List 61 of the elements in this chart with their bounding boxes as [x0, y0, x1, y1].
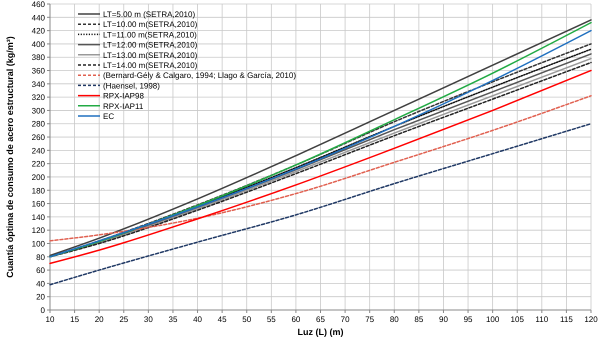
y-tick-label: 80	[36, 252, 46, 262]
y-tick-label: 260	[32, 133, 46, 142]
x-tick-label: 10	[46, 315, 55, 324]
y-tick-label: 240	[32, 146, 46, 156]
legend-label: LT=5.00 m (SETRA,2010)	[103, 10, 196, 19]
x-tick-label: 110	[535, 315, 549, 324]
x-tick-label: 85	[414, 315, 424, 324]
legend-label: EC	[103, 112, 114, 121]
x-tick-label: 50	[242, 315, 252, 324]
y-tick-label: 20	[36, 292, 46, 302]
x-tick-label: 115	[560, 315, 574, 324]
y-tick-label: 380	[32, 53, 46, 62]
legend-label: (Bernard-Gély & Calgaro, 1994; Llago & García, 2010)	[103, 71, 296, 80]
x-tick-label: 80	[390, 315, 400, 324]
x-tick-label: 35	[168, 315, 178, 324]
y-tick-label: 180	[32, 186, 46, 196]
x-tick-label: 100	[486, 315, 500, 324]
y-tick-label: 40	[36, 279, 46, 288]
legend-label: RPX-IAP98	[103, 92, 144, 101]
y-tick-label: 400	[32, 40, 46, 49]
y-tick-label: 0	[40, 306, 46, 315]
y-tick-label: 100	[32, 239, 46, 248]
x-tick-label: 20	[94, 315, 104, 324]
x-tick-label: 25	[119, 315, 129, 324]
legend-label: LT=13.00 m(SETRA,2010)	[103, 50, 198, 60]
x-tick-label: 30	[144, 315, 154, 324]
y-tick-label: 60	[36, 266, 46, 276]
x-tick-label: 45	[218, 315, 228, 324]
y-tick-label: 280	[32, 120, 46, 129]
legend-label: LT=12.00 m(SETRA,2010)	[103, 40, 198, 50]
legend-label: LT=14.00 m(SETRA,2010)	[103, 61, 198, 70]
y-tick-label: 300	[32, 106, 46, 116]
x-tick-label: 15	[70, 315, 80, 324]
y-tick-label: 460	[32, 0, 46, 9]
y-axis-title: Cuantía óptima de consumo de acero estructural (kg/m³)	[5, 36, 15, 278]
y-tick-label: 440	[32, 13, 46, 22]
y-tick-label: 160	[32, 200, 46, 209]
y-tick-label: 120	[32, 226, 46, 236]
y-tick-label: 360	[32, 66, 46, 76]
y-tick-label: 320	[32, 93, 46, 102]
x-tick-label: 75	[365, 315, 375, 324]
legend-label: (Haensel, 1998)	[103, 81, 160, 90]
y-tick-label: 220	[32, 160, 46, 169]
y-tick-label: 140	[32, 212, 46, 222]
x-tick-label: 120	[584, 315, 598, 324]
legend-label: RPX-IAP11	[103, 102, 144, 111]
x-tick-label: 90	[439, 315, 448, 324]
x-tick-label: 65	[316, 315, 326, 324]
y-tick-label: 200	[32, 172, 46, 182]
x-tick-label: 70	[340, 315, 350, 324]
x-tick-label: 55	[266, 315, 276, 324]
legend-label: LT=10.00 m(SETRA,2010)	[103, 20, 198, 30]
line-series	[49, 122, 592, 286]
x-tick-label: 60	[291, 315, 301, 324]
x-tick-label: 40	[193, 315, 203, 324]
legend-label: LT=11.00 m(SETRA,2010)	[103, 30, 198, 40]
y-tick-label: 340	[32, 80, 46, 89]
y-tick-label: 420	[32, 26, 46, 36]
x-axis-title: Luz (L) (m)	[298, 327, 344, 337]
x-tick-label: 105	[510, 315, 524, 324]
x-tick-label: 95	[464, 315, 474, 324]
